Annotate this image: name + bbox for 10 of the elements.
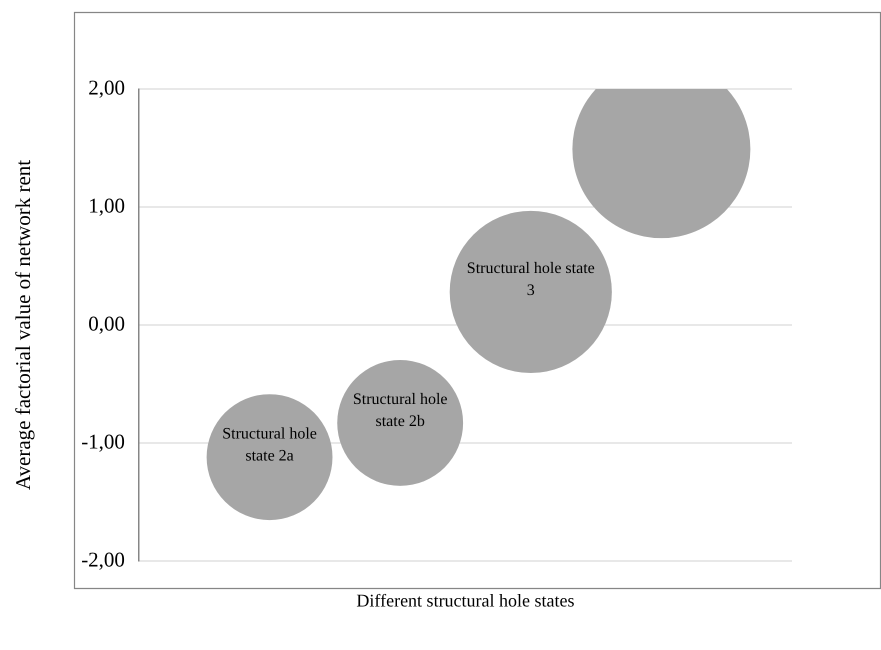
y-tick-label: -2,00: [81, 548, 125, 572]
y-tick-label: 0,00: [88, 312, 125, 336]
series-label: Structural hole state 2a: [222, 425, 317, 464]
series-label: Structural hole state 2b: [352, 391, 448, 430]
x-axis-title: Different structural hole states: [356, 590, 575, 611]
y-tick-label: 2,00: [88, 76, 125, 100]
series-label: Structural hole state 3: [466, 260, 595, 300]
y-tick-label: -1,00: [81, 430, 125, 454]
y-tick-label: 1,00: [88, 194, 125, 218]
y-axis-title: Average factorial value of network rent: [11, 160, 36, 490]
